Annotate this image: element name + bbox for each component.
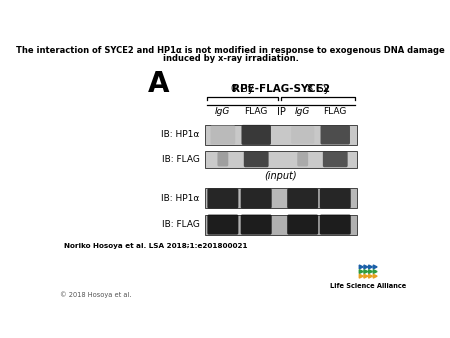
FancyBboxPatch shape <box>323 151 348 167</box>
Polygon shape <box>369 274 373 278</box>
FancyBboxPatch shape <box>320 188 351 209</box>
Text: IgG: IgG <box>215 107 230 116</box>
Text: 0 Gy: 0 Gy <box>231 84 253 94</box>
Bar <box>205 125 357 145</box>
Text: The interaction of SYCE2 and HP1α is not modified in response to exogenous DNA d: The interaction of SYCE2 and HP1α is not… <box>16 46 445 55</box>
Text: IB: FLAG: IB: FLAG <box>162 220 200 229</box>
Text: IB: HP1α: IB: HP1α <box>161 130 200 139</box>
FancyBboxPatch shape <box>217 152 228 166</box>
FancyBboxPatch shape <box>291 126 314 144</box>
Polygon shape <box>373 274 377 278</box>
FancyBboxPatch shape <box>287 215 318 235</box>
Text: IP: IP <box>277 107 285 117</box>
FancyBboxPatch shape <box>297 152 308 166</box>
Text: A: A <box>148 70 169 98</box>
Bar <box>205 188 357 209</box>
Text: Noriko Hosoya et al. LSA 2018;1:e201800021: Noriko Hosoya et al. LSA 2018;1:e2018000… <box>64 243 248 249</box>
FancyBboxPatch shape <box>211 125 235 145</box>
FancyBboxPatch shape <box>207 215 239 235</box>
Polygon shape <box>373 270 377 273</box>
Text: induced by x-ray irradiation.: induced by x-ray irradiation. <box>163 54 298 63</box>
FancyBboxPatch shape <box>241 188 272 209</box>
Polygon shape <box>369 265 373 269</box>
Text: RPE-FLAG-SYCE2: RPE-FLAG-SYCE2 <box>232 84 330 94</box>
FancyBboxPatch shape <box>242 125 271 145</box>
Text: FLAG: FLAG <box>324 107 347 116</box>
FancyBboxPatch shape <box>320 125 350 145</box>
Text: IgG: IgG <box>295 107 310 116</box>
Polygon shape <box>373 265 377 269</box>
Text: FLAG: FLAG <box>244 107 268 116</box>
FancyBboxPatch shape <box>241 215 272 235</box>
Text: IB: HP1α: IB: HP1α <box>161 194 200 203</box>
Polygon shape <box>359 270 363 273</box>
FancyBboxPatch shape <box>287 188 318 209</box>
Bar <box>205 151 357 168</box>
Polygon shape <box>364 274 368 278</box>
Polygon shape <box>359 274 363 278</box>
FancyBboxPatch shape <box>320 215 351 235</box>
Polygon shape <box>364 265 368 269</box>
Text: © 2018 Hosoya et al.: © 2018 Hosoya et al. <box>60 291 131 298</box>
Text: IB: FLAG: IB: FLAG <box>162 155 200 164</box>
Text: Life Science Alliance: Life Science Alliance <box>330 283 406 289</box>
Polygon shape <box>359 265 363 269</box>
Polygon shape <box>369 270 373 273</box>
Polygon shape <box>364 270 368 273</box>
Bar <box>205 215 357 235</box>
FancyBboxPatch shape <box>207 188 239 209</box>
Text: 8 Gy: 8 Gy <box>307 84 329 94</box>
Text: (input): (input) <box>265 171 297 181</box>
FancyBboxPatch shape <box>244 151 269 167</box>
